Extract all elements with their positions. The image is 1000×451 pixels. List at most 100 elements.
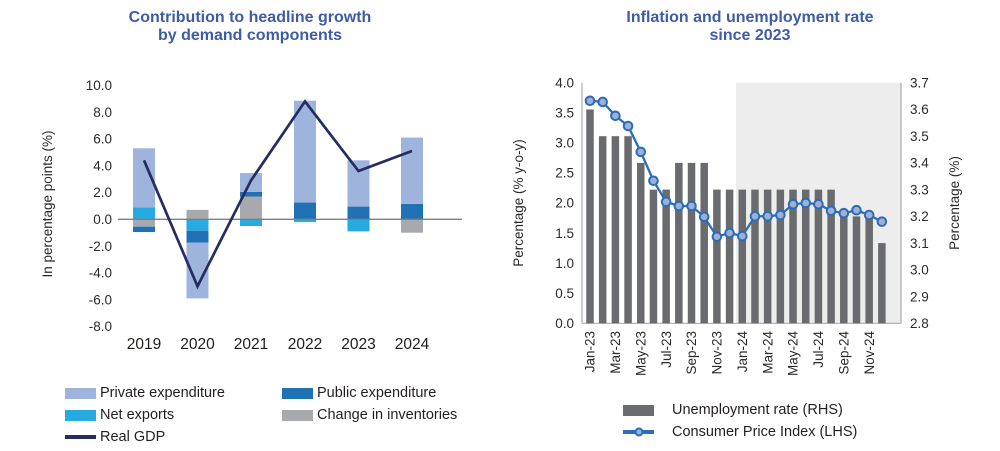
cpi-marker xyxy=(622,120,634,132)
private-expenditure-swatch xyxy=(65,387,96,399)
left-legend-column-2: Public expenditure Change in inventories xyxy=(282,382,457,448)
x-tick-label: 2021 xyxy=(234,336,268,353)
cpi-marker xyxy=(635,146,647,158)
bar-segment xyxy=(401,137,423,204)
x-tick-label: Jul-23 xyxy=(659,331,674,368)
cpi-marker-swatch xyxy=(634,427,643,437)
unemployment-bar xyxy=(827,189,835,324)
x-tick-label: Jan-23 xyxy=(583,331,598,372)
bar-segment xyxy=(240,219,262,226)
left-chart-title-line2: by demand components xyxy=(157,27,343,44)
cpi-marker xyxy=(610,110,621,122)
unemployment-bar xyxy=(852,216,861,324)
cpi-marker xyxy=(686,200,697,212)
y-tick-label: 3.3 xyxy=(910,182,929,197)
cpi-marker xyxy=(800,197,812,209)
cpi-marker xyxy=(673,200,685,212)
bar-segment xyxy=(133,148,155,208)
unemployment-bar xyxy=(586,109,594,324)
right-x-axis-labels: Jan-23 Mar-23 May-23 Jul-23 Sep-23 Nov-23 Jan-… xyxy=(583,331,877,377)
unemployment-bar xyxy=(713,189,721,324)
y-tick-label: 3.0 xyxy=(555,136,574,151)
cpi-marker xyxy=(724,227,735,239)
legend-item-net-exports: Net exports xyxy=(65,404,282,426)
x-tick-label: May-23 xyxy=(633,331,648,376)
unemployment-bar xyxy=(611,136,620,324)
y-tick-label: 3.5 xyxy=(555,105,574,120)
left-y-axis-title: In percentage points (%) xyxy=(40,130,55,277)
cpi-marker xyxy=(736,230,748,242)
y-tick-label: 10.0 xyxy=(86,78,112,93)
y-tick-label: -8.0 xyxy=(89,319,112,334)
left-chart-panel: Contribution to headline growth by deman… xyxy=(40,9,462,448)
x-tick-label: 2020 xyxy=(180,336,215,353)
bar-segment xyxy=(347,219,370,232)
bar-segment xyxy=(294,219,316,222)
left-y-axis-ticks: 10.0 8.0 6.0 4.0 2.0 0.0 -2.0 -4.0 -6.0 -8.0 xyxy=(86,78,112,334)
right-chart-panel: Inflation and unemployment rate since 20… xyxy=(500,0,1000,451)
bar-segment xyxy=(186,230,209,243)
bar-segment xyxy=(133,226,155,233)
y-tick-label: 2.0 xyxy=(555,196,574,211)
legend-item-real-gdp: Real GDP xyxy=(65,426,282,448)
cpi-marker xyxy=(749,210,761,222)
legend-label: Real GDP xyxy=(100,429,166,445)
unemployment-bar xyxy=(814,189,823,324)
y-tick-label: -6.0 xyxy=(89,292,112,307)
cpi-line-swatch xyxy=(623,427,654,437)
x-tick-label: 2022 xyxy=(288,336,322,353)
dual-axis-chart-svg: 4.03.53.02.52.01.51.00.50.03.73.63.53.43… xyxy=(511,75,962,377)
legend-label: Public expenditure xyxy=(317,385,437,401)
real-gdp-line xyxy=(142,99,413,290)
cpi-markers xyxy=(584,95,888,242)
y-tick-label: 3.6 xyxy=(910,102,929,117)
cpi-marker xyxy=(698,211,710,223)
left-chart-legend: Private expenditure Net exports Real GDP… xyxy=(65,382,457,448)
bar-segment xyxy=(401,203,423,220)
bar-segment xyxy=(133,207,155,220)
y-tick-label: 6.0 xyxy=(93,132,112,147)
unemployment-bar xyxy=(738,189,747,324)
x-tick-label: Mar-23 xyxy=(608,331,623,374)
y-tick-label: 4.0 xyxy=(555,75,574,90)
cpi-marker xyxy=(838,207,850,219)
cpi-marker xyxy=(787,198,799,210)
unemployment-bars xyxy=(586,109,886,324)
stacked-bar-chart-svg: 10.0 8.0 6.0 4.0 2.0 0.0 -2.0 -4.0 -6.0 -8.0 In pe… xyxy=(40,78,462,353)
legend-item-change-in-inventories: Change in inventories xyxy=(282,404,457,426)
bar-segment xyxy=(294,100,316,203)
y-tick-label: 0.0 xyxy=(93,212,112,227)
left-x-axis-labels: 2019 2020 2021 2022 2023 2024 xyxy=(127,336,430,353)
legend-label: Change in inventories xyxy=(317,407,458,423)
y-tick-label: -2.0 xyxy=(89,239,112,254)
right-chart-legend: Unemployment rate (RHS) Consumer Price I… xyxy=(623,399,857,443)
x-tick-label: Nov-24 xyxy=(862,331,877,375)
unemployment-bar xyxy=(878,243,886,324)
unemployment-bar xyxy=(763,189,772,324)
unemployment-bar xyxy=(624,136,632,324)
right-chart-title-line2: since 2023 xyxy=(709,27,791,44)
x-tick-label: Mar-24 xyxy=(760,331,775,374)
legend-label: Consumer Price Index (LHS) xyxy=(672,424,858,440)
x-tick-label: 2023 xyxy=(341,336,375,353)
y-tick-label: 3.7 xyxy=(910,75,929,90)
lhs-tick-labels: 4.0 3.5 3.0 2.5 2.0 1.5 1.0 0.5 0.0 xyxy=(555,75,574,331)
legend-label: Private expenditure xyxy=(100,385,225,401)
change-in-inventories-swatch xyxy=(282,409,313,421)
left-legend-column-1: Private expenditure Net exports Real GDP xyxy=(65,382,282,448)
cpi-marker xyxy=(876,216,888,227)
legend-item-private-expenditure: Private expenditure xyxy=(65,382,282,404)
bar-segment xyxy=(186,209,209,220)
unemployment-bar xyxy=(776,189,785,324)
y-tick-label: 3.0 xyxy=(910,263,929,278)
bar-segment xyxy=(401,219,423,233)
x-tick-label: Jan-24 xyxy=(735,331,750,373)
unemployment-bar xyxy=(687,162,696,324)
y-tick-label: 3.2 xyxy=(910,209,929,224)
cpi-marker xyxy=(851,204,862,216)
unemployment-bar xyxy=(840,216,848,324)
legend-label: Unemployment rate (RHS) xyxy=(672,402,843,418)
cpi-marker xyxy=(648,175,659,187)
y-tick-label: 8.0 xyxy=(93,105,112,120)
cpi-marker xyxy=(813,198,824,210)
